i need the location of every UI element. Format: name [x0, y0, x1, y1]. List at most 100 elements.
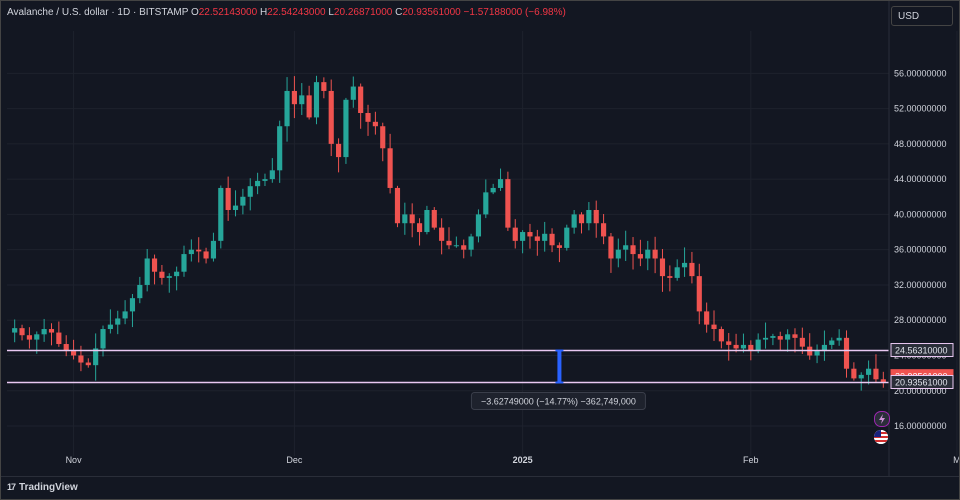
candle-body [306, 95, 312, 118]
candle-body [468, 236, 474, 250]
candle-body [453, 245, 459, 247]
x-tick-label: M [953, 455, 959, 465]
upper-line-tag: 24.56310000 [895, 346, 948, 356]
measure-bar [557, 350, 562, 383]
candle-body [402, 214, 408, 224]
candle-body [615, 249, 621, 259]
candle-body [578, 214, 585, 224]
candle-body [527, 232, 533, 237]
measure-tool: −3.62749000 (−14.77%) −362,749,000 [470, 349, 646, 411]
candle-body [166, 276, 172, 278]
measure-label-box [470, 392, 646, 411]
candle-body [556, 245, 562, 248]
candle-body [446, 240, 452, 246]
brand-name: TradingView [19, 482, 78, 493]
candle-body [151, 258, 158, 272]
candle-body [821, 344, 828, 352]
candle-body [836, 337, 842, 341]
candle-body [586, 209, 592, 224]
candle-body [78, 355, 84, 363]
symbol-title[interactable]: Avalanche / U.S. dollar · 1D · BITSTAMP [7, 7, 189, 18]
candle-body [623, 245, 629, 250]
candle-body [652, 249, 658, 259]
candle-body [630, 245, 636, 255]
candle-body [269, 170, 275, 180]
lightning-icon[interactable] [874, 411, 890, 427]
candle-body [689, 262, 695, 277]
y-tick-label: 48.00000000 [894, 139, 947, 149]
candle-body [777, 336, 783, 340]
candle-body [542, 233, 548, 241]
candle-body [380, 126, 386, 149]
candle-body [785, 334, 791, 340]
candle-body [497, 179, 504, 188]
high-label: H [259, 7, 268, 18]
lower-line-tag: 20.93561000 [895, 378, 948, 388]
candle-body [188, 249, 194, 255]
candle-body [637, 254, 643, 259]
y-tick-label: 16.00000000 [894, 421, 947, 431]
candle-body [431, 209, 437, 228]
flag-us-icon[interactable] [874, 430, 888, 444]
candle-body [593, 209, 599, 224]
x-tick-label: 2025 [513, 455, 533, 465]
candle-body [159, 271, 165, 278]
high-value: 22.54243000 [267, 7, 326, 18]
currency-button[interactable]: USD [891, 6, 953, 26]
candle-body [210, 240, 217, 259]
candle-body [299, 95, 305, 105]
y-tick-label: 36.00000000 [894, 245, 947, 255]
y-tick-label: 40.00000000 [894, 209, 947, 219]
x-tick-label: Nov [66, 455, 83, 465]
lower-line-tag-box [890, 375, 954, 390]
y-tick-label: 44.00000000 [894, 174, 947, 184]
candle-body [196, 249, 202, 252]
candle-body [740, 344, 747, 349]
candle-body [424, 209, 430, 233]
candle-body [63, 344, 69, 352]
candle-body [48, 329, 55, 333]
candle-body [762, 337, 769, 340]
candle-body [26, 335, 32, 340]
candle-body [792, 334, 798, 338]
candle-body [174, 271, 180, 277]
candle-body [512, 227, 518, 241]
candle-body [122, 311, 128, 319]
close-label: C [395, 7, 403, 18]
candle-body [181, 254, 187, 272]
price-axis: 56.00000000 52.00000000 48.00000000 44.0000… [888, 1, 947, 476]
tradingview-logo[interactable]: 17 TradingView [7, 482, 78, 493]
candle-body [56, 332, 62, 345]
candle-body [520, 232, 526, 241]
candle-body [262, 179, 268, 181]
candle-body [100, 329, 106, 349]
candle-body [880, 379, 886, 383]
candle-body [549, 233, 555, 246]
candle-body [41, 329, 47, 335]
candle-body [144, 258, 150, 285]
candle-body [799, 337, 805, 347]
candle-body [85, 362, 91, 366]
candle-body [372, 121, 378, 127]
candle-body [336, 143, 342, 158]
candle-body [711, 324, 717, 330]
price-chart[interactable]: −3.62749000 (−14.77%) −362,749,000 56.00… [1, 1, 959, 476]
candle-body [321, 82, 327, 91]
candle-body [328, 90, 334, 144]
candle-body [247, 186, 253, 197]
candle-body [608, 236, 614, 259]
candle-body [475, 214, 482, 237]
footer-bar: 17 TradingView [1, 476, 959, 499]
y-tick-label: 28.00000000 [894, 315, 947, 325]
candle-body [409, 214, 415, 224]
candle-body [755, 339, 761, 352]
candle-body [843, 337, 850, 369]
candle-body [696, 276, 702, 312]
candle-body [851, 368, 857, 379]
candle-body [571, 214, 577, 228]
candle-body [218, 187, 224, 241]
candle-body [203, 251, 209, 259]
candle-body [240, 196, 246, 206]
